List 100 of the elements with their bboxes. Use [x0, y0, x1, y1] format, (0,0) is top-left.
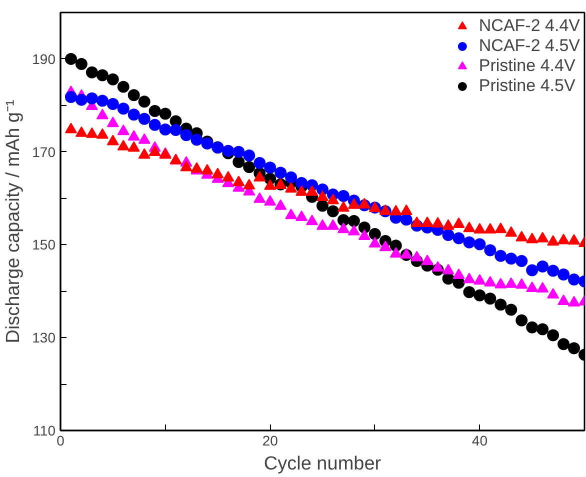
point [474, 274, 486, 285]
point [64, 91, 77, 104]
point [148, 145, 161, 156]
y-axis-title: Discharge capacity / mAh g⁻¹ [3, 100, 24, 344]
point [484, 292, 496, 305]
y-tick-label: 190 [32, 50, 56, 67]
point [285, 171, 298, 184]
point [452, 232, 465, 244]
point [368, 236, 381, 248]
point [170, 124, 182, 136]
point [358, 222, 370, 234]
point [547, 235, 560, 246]
point [410, 216, 423, 228]
x-tick-label: 0 [56, 432, 65, 448]
point [558, 268, 570, 280]
point [390, 247, 402, 258]
point [400, 214, 412, 226]
point [536, 260, 549, 273]
point [148, 104, 161, 117]
point [421, 216, 434, 228]
point [547, 329, 560, 342]
legend-label: NCAF-2 4.4V [478, 16, 580, 36]
point [96, 108, 108, 120]
point [222, 170, 234, 182]
point [232, 156, 245, 168]
point [526, 232, 538, 244]
y-tick-label: 130 [32, 330, 56, 346]
point [494, 278, 507, 288]
point [296, 185, 308, 196]
point [138, 133, 150, 144]
point [432, 216, 444, 228]
point [484, 244, 496, 256]
point [222, 144, 234, 157]
point [494, 250, 507, 262]
point [306, 185, 318, 196]
point [128, 89, 140, 102]
point [452, 217, 465, 228]
point [474, 238, 486, 250]
point [505, 252, 518, 265]
point [526, 321, 538, 334]
point [442, 264, 454, 274]
point [484, 223, 496, 234]
point [432, 261, 444, 272]
point [64, 122, 77, 134]
point [536, 323, 549, 336]
point [232, 146, 245, 158]
point [326, 194, 339, 204]
point [96, 128, 108, 139]
point [190, 134, 203, 146]
point [96, 94, 108, 107]
point [285, 208, 298, 220]
point [505, 304, 518, 316]
point [254, 170, 266, 182]
point [516, 230, 528, 242]
y-tick-label: 150 [32, 236, 56, 253]
x-tick-label: 40 [472, 432, 488, 448]
point [138, 96, 150, 108]
point [474, 223, 486, 234]
point [494, 298, 507, 311]
point [368, 228, 381, 240]
point [390, 204, 402, 216]
point [75, 58, 88, 70]
point [159, 124, 172, 136]
point [568, 342, 580, 354]
point [337, 190, 350, 202]
point [505, 226, 518, 237]
point [117, 102, 130, 115]
point [358, 198, 370, 208]
point [180, 129, 192, 142]
point [243, 150, 256, 162]
y-tick-label: 110 [33, 422, 56, 438]
legend-label: Pristine 4.5V [478, 76, 576, 96]
point [138, 112, 150, 125]
point [64, 52, 77, 65]
point [568, 234, 580, 245]
point [379, 240, 392, 252]
point [348, 198, 360, 209]
point [243, 161, 256, 174]
point [400, 204, 412, 215]
point [337, 201, 350, 212]
point [96, 69, 108, 82]
point [254, 192, 266, 203]
point [494, 222, 507, 234]
point [558, 294, 570, 306]
x-axis-title: Cycle number [264, 454, 382, 474]
point [516, 254, 528, 267]
point [212, 168, 224, 178]
point [316, 200, 328, 212]
point [75, 94, 88, 106]
point [442, 219, 454, 230]
point [264, 179, 276, 190]
point [348, 224, 360, 236]
point [148, 118, 161, 131]
point [316, 190, 328, 202]
point [264, 162, 276, 174]
point [536, 232, 549, 242]
point [274, 199, 287, 210]
point [274, 166, 287, 179]
point [106, 116, 119, 128]
point [128, 141, 140, 152]
